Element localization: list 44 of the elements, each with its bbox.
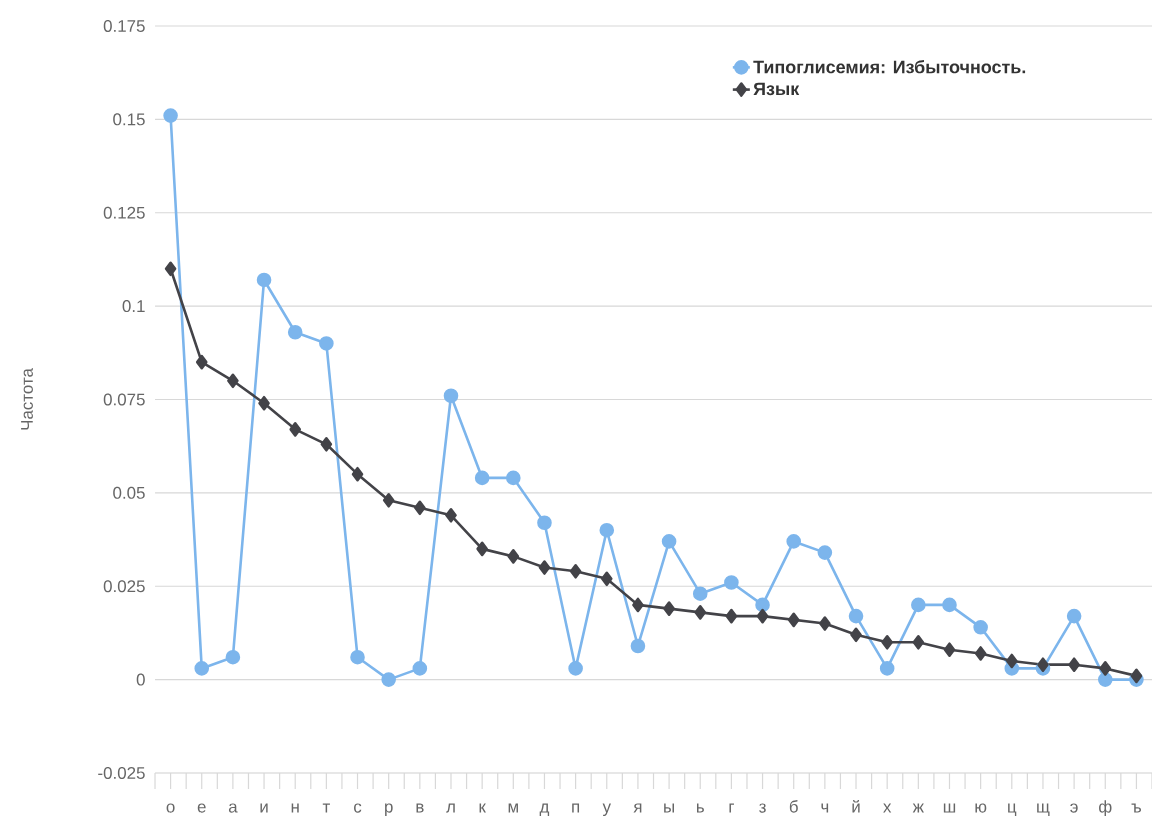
- y-axis-title: Частота: [21, 368, 33, 430]
- x-tick-label: г: [729, 803, 734, 813]
- y-tick-label: -0.025: [98, 766, 145, 779]
- x-tick-label: к: [479, 803, 486, 813]
- x-tick-label: ф: [1099, 800, 1112, 816]
- x-tick-label: у: [602, 803, 611, 816]
- x-tick-label: я: [633, 803, 642, 813]
- x-tick-label: х: [883, 803, 892, 813]
- x-tick-label: ч: [821, 803, 829, 813]
- x-tick-label: ь: [697, 803, 704, 813]
- y-tick-label: 0.125: [103, 206, 145, 219]
- x-tick-label: б: [789, 800, 798, 813]
- x-tick-label: ю: [975, 803, 987, 813]
- y-tick-label: 0.15: [113, 113, 145, 126]
- x-tick-label: ы: [664, 803, 674, 813]
- x-tick-label: ъ: [1131, 803, 1142, 813]
- x-tick-label: щ: [1037, 803, 1050, 816]
- y-tick-label: 0.075: [103, 393, 145, 406]
- x-tick-label: л: [446, 803, 455, 813]
- x-tick-label: т: [322, 803, 330, 813]
- x-tick-label: й: [852, 799, 860, 813]
- x-tick-label: о: [166, 803, 175, 813]
- x-tick-label: ц: [1008, 803, 1017, 816]
- x-tick-label: а: [228, 803, 238, 813]
- legend-label: Типоглисемия: Избыточность.: [753, 60, 1026, 74]
- x-tick-label: р: [385, 803, 393, 816]
- x-tick-label: з: [759, 803, 766, 813]
- y-tick-label: 0.175: [103, 19, 145, 32]
- legend-label: Язык: [753, 82, 800, 96]
- x-tick-label: е: [197, 803, 206, 813]
- x-tick-label: д: [539, 803, 550, 816]
- y-tick-label: 0.05: [113, 486, 145, 499]
- x-tick-label: н: [291, 803, 299, 813]
- x-tick-label: м: [508, 803, 518, 813]
- x-tick-label: п: [572, 803, 580, 813]
- y-tick-label: 0.1: [122, 300, 145, 313]
- x-tick-label: в: [416, 803, 424, 813]
- x-tick-label: ж: [912, 803, 924, 813]
- x-tick-label: э: [1070, 803, 1078, 813]
- y-tick-label: 0: [136, 673, 145, 686]
- x-tick-label: с: [354, 803, 362, 813]
- x-tick-label: и: [260, 803, 268, 813]
- y-tick-label: 0.025: [103, 580, 145, 593]
- x-tick-label: ш: [943, 803, 956, 813]
